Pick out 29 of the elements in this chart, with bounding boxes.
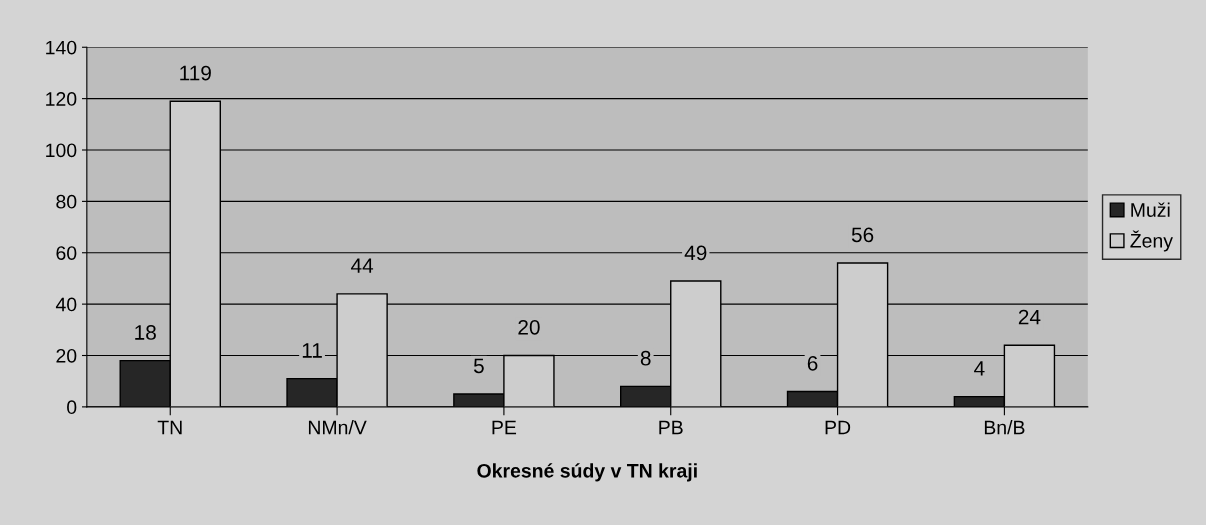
y-tick-label: 40 <box>55 297 77 312</box>
data-label: 49 <box>684 245 707 261</box>
data-label: 8 <box>640 350 651 366</box>
data-label: 24 <box>1018 309 1041 325</box>
x-axis-title: Okresné súdy v TN kraji <box>477 463 697 482</box>
x-tick-label: PD <box>825 420 851 435</box>
y-tick-label: 120 <box>46 92 77 106</box>
data-label: 5 <box>473 358 484 374</box>
data-label: 11 <box>302 343 322 358</box>
y-tick-label: 20 <box>56 348 77 363</box>
x-tick-label: PE <box>492 420 517 435</box>
data-label: 44 <box>350 258 374 273</box>
x-tick-label: NMn/V <box>308 420 367 435</box>
legend-label: Ženy <box>1130 230 1173 252</box>
y-tick-label: 0 <box>67 400 77 415</box>
data-label: 119 <box>180 65 211 81</box>
y-tick-label: 140 <box>46 40 77 55</box>
data-label: 56 <box>851 227 874 243</box>
y-tick-label: 100 <box>46 143 77 158</box>
x-tick-label: PB <box>659 420 683 435</box>
x-tick-label: TN <box>157 420 182 435</box>
y-tick-label: 60 <box>56 246 77 260</box>
data-label: 18 <box>135 325 156 340</box>
legend-label: Muži <box>1131 202 1170 217</box>
y-tick-label: 80 <box>56 194 77 209</box>
data-label: 4 <box>974 361 985 376</box>
x-tick-label: Bn/B <box>984 420 1025 435</box>
data-label: 6 <box>807 355 818 371</box>
data-label: 20 <box>518 319 540 335</box>
